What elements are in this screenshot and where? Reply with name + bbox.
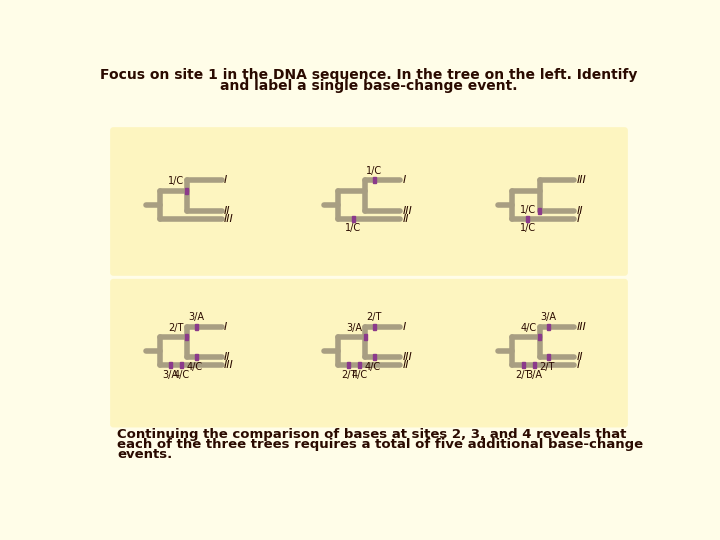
Text: 4/C: 4/C xyxy=(174,370,189,380)
Text: II: II xyxy=(577,353,583,362)
Bar xyxy=(526,215,529,222)
Bar xyxy=(547,323,550,330)
Text: events.: events. xyxy=(117,448,172,461)
Text: 4/C: 4/C xyxy=(351,370,368,380)
Text: 4/C: 4/C xyxy=(186,362,203,372)
Text: 1/C: 1/C xyxy=(521,205,536,214)
Text: and label a single base-change event.: and label a single base-change event. xyxy=(220,79,518,93)
Bar xyxy=(352,215,355,222)
Text: I: I xyxy=(224,176,228,185)
Text: I: I xyxy=(577,360,580,370)
FancyBboxPatch shape xyxy=(110,279,628,428)
Text: 2/T: 2/T xyxy=(539,362,555,372)
Text: 3/A: 3/A xyxy=(541,312,557,322)
Text: II: II xyxy=(224,353,230,362)
Text: 3/A: 3/A xyxy=(526,370,542,380)
Bar xyxy=(169,362,172,368)
Text: Continuing the comparison of bases at sites 2, 3, and 4 reveals that: Continuing the comparison of bases at si… xyxy=(117,428,626,441)
Text: II: II xyxy=(402,214,409,224)
Text: 3/A: 3/A xyxy=(188,312,204,322)
Text: I: I xyxy=(577,214,580,224)
Bar xyxy=(185,334,189,340)
Bar xyxy=(522,362,525,368)
Bar xyxy=(194,354,198,361)
Text: II: II xyxy=(402,360,409,370)
Bar xyxy=(547,354,550,361)
Bar xyxy=(364,334,366,340)
Text: 1/C: 1/C xyxy=(168,177,184,186)
Text: 4/C: 4/C xyxy=(521,323,536,333)
Text: III: III xyxy=(224,214,234,224)
Text: 2/T: 2/T xyxy=(516,370,531,380)
Text: III: III xyxy=(577,176,587,185)
Text: II: II xyxy=(224,206,230,216)
Text: 4/C: 4/C xyxy=(365,362,381,372)
Text: 1/C: 1/C xyxy=(520,224,536,233)
Bar xyxy=(538,334,541,340)
Text: III: III xyxy=(402,353,412,362)
Text: 3/A: 3/A xyxy=(163,370,179,380)
Text: I: I xyxy=(402,322,405,332)
Text: III: III xyxy=(577,322,587,332)
Bar xyxy=(180,362,183,368)
Text: 2/T: 2/T xyxy=(341,370,356,380)
Bar xyxy=(194,323,198,330)
Text: each of the three trees requires a total of five additional base-change: each of the three trees requires a total… xyxy=(117,438,643,451)
Text: 3/A: 3/A xyxy=(346,323,362,333)
Text: II: II xyxy=(577,206,583,216)
Text: 1/C: 1/C xyxy=(366,166,382,176)
FancyBboxPatch shape xyxy=(110,127,628,276)
Text: Focus on site 1 in the DNA sequence. In the tree on the left. Identify: Focus on site 1 in the DNA sequence. In … xyxy=(100,68,638,82)
Bar xyxy=(373,323,376,330)
Bar xyxy=(373,177,376,184)
Text: I: I xyxy=(402,176,405,185)
Text: I: I xyxy=(224,322,228,332)
Bar xyxy=(533,362,536,368)
Text: 1/C: 1/C xyxy=(346,224,361,233)
Bar xyxy=(185,188,189,194)
Bar xyxy=(373,354,376,361)
Text: III: III xyxy=(224,360,234,370)
Bar xyxy=(347,362,351,368)
Bar xyxy=(358,362,361,368)
Text: III: III xyxy=(402,206,412,216)
Text: 2/T: 2/T xyxy=(366,312,382,322)
Bar xyxy=(538,208,541,214)
Text: 2/T: 2/T xyxy=(168,323,184,333)
